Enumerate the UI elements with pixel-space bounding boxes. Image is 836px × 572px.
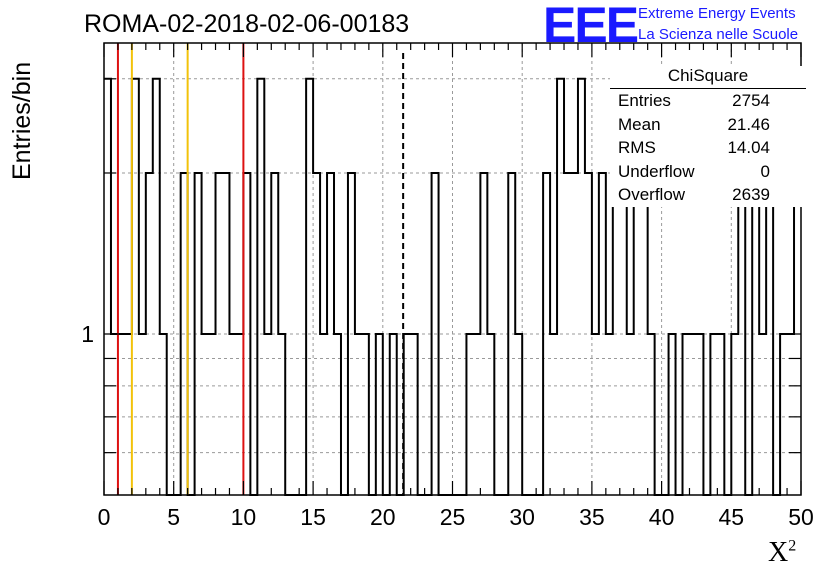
logo-text-line1: Extreme Energy Events <box>638 5 796 22</box>
x-tick-label: 10 <box>231 504 257 530</box>
x-tick-label: 5 <box>167 504 180 530</box>
x-tick-label: 50 <box>788 504 814 530</box>
stats-label: RMS <box>618 138 656 157</box>
chart-title: ROMA-02-2018-02-06-00183 <box>84 10 410 38</box>
stats-value: 0 <box>760 161 770 181</box>
stats-row: Mean 21.46 <box>610 113 806 137</box>
x-axis-label: X2 <box>768 537 796 569</box>
tick-labels: 0 5 10 15 20 25 30 35 40 45 50 1 <box>81 321 814 530</box>
stats-label: Mean <box>618 114 661 134</box>
eee-logo: EEE <box>543 0 639 53</box>
stats-value: 2639 <box>732 185 770 204</box>
stats-value: 21.46 <box>727 114 770 134</box>
stats-label: Overflow <box>618 185 686 204</box>
y-tick-label: 1 <box>81 321 94 347</box>
stats-row: Underflow 0 <box>610 160 806 184</box>
x-tick-label: 30 <box>509 504 535 530</box>
stats-box-title: ChiSquare <box>610 66 806 89</box>
axis-ticks <box>103 43 802 495</box>
stats-value: 2754 <box>732 91 770 110</box>
logo-text-line2: La Scienza nelle Scuole <box>638 26 799 43</box>
x-tick-label: 45 <box>719 504 745 530</box>
stats-row: Entries 2754 <box>610 89 806 113</box>
grid-lines <box>104 43 801 495</box>
x-axis-label-text: X <box>768 537 789 568</box>
stats-row: RMS 14.04 <box>610 136 806 160</box>
x-tick-label: 40 <box>649 504 675 530</box>
x-tick-label: 15 <box>300 504 326 530</box>
stats-box: ChiSquare Entries 2754 Mean 21.46 RMS 14.04… <box>610 66 806 207</box>
x-tick-label: 0 <box>98 504 111 530</box>
stats-label: Underflow <box>618 161 695 181</box>
x-tick-label: 20 <box>370 504 396 530</box>
x-axis-label-superscript: 2 <box>788 537 797 555</box>
x-tick-label: 35 <box>579 504 605 530</box>
marker-lines <box>116 43 405 495</box>
stats-row: Overflow 2639 <box>610 183 806 207</box>
stats-value: 14.04 <box>727 138 770 157</box>
y-axis-label: Entries/bin <box>8 61 36 180</box>
x-tick-label: 25 <box>440 504 466 530</box>
stats-label: Entries <box>618 91 671 110</box>
